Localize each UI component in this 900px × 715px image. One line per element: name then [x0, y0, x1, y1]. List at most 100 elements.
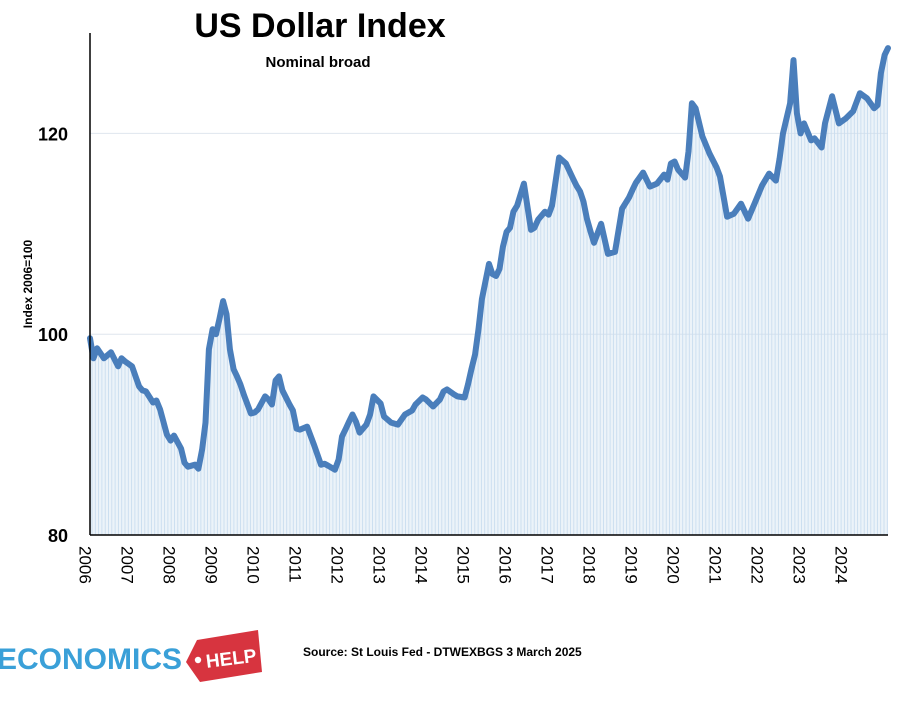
- data-point: [792, 58, 795, 62]
- data-point: [641, 171, 645, 175]
- data-point: [217, 317, 221, 321]
- data-point: [578, 190, 582, 194]
- y-axis-label: Index 2006=100: [21, 239, 35, 328]
- data-point: [330, 466, 333, 470]
- data-point: [333, 468, 337, 472]
- data-point: [830, 94, 834, 98]
- data-point: [249, 412, 253, 415]
- data-point: [438, 398, 442, 401]
- data-point: [851, 109, 855, 113]
- x-tick-label: 2022: [748, 546, 767, 584]
- data-point: [571, 177, 575, 181]
- data-point: [634, 181, 638, 185]
- data-point: [91, 356, 95, 360]
- data-point: [872, 106, 876, 110]
- x-tick-label: 2011: [286, 546, 305, 583]
- data-point: [298, 428, 302, 432]
- data-point: [620, 207, 624, 211]
- data-point: [351, 413, 354, 416]
- x-tick-label: 2008: [160, 546, 179, 584]
- data-point: [253, 411, 257, 414]
- data-point: [193, 463, 197, 467]
- data-point: [673, 160, 677, 163]
- data-point: [669, 162, 673, 165]
- data-point: [781, 131, 785, 135]
- data-point: [214, 332, 218, 336]
- data-point: [172, 434, 176, 438]
- data-point: [414, 403, 417, 406]
- data-point: [802, 121, 806, 125]
- data-point: [179, 447, 183, 451]
- data-point: [508, 226, 512, 230]
- data-point: [274, 378, 278, 382]
- chart-subtitle: Nominal broad: [265, 54, 370, 71]
- data-point: [655, 182, 659, 186]
- data-point: [725, 215, 729, 219]
- logo-tag-hole-icon: [194, 656, 202, 664]
- data-point: [263, 394, 267, 398]
- data-point: [788, 101, 792, 105]
- data-point: [364, 423, 368, 427]
- data-point: [319, 463, 323, 467]
- data-point: [732, 212, 736, 216]
- data-point: [753, 201, 757, 205]
- data-point: [267, 398, 270, 401]
- data-point: [232, 367, 236, 371]
- data-point: [305, 425, 309, 429]
- data-point: [102, 356, 106, 360]
- data-point: [270, 403, 274, 406]
- data-point: [228, 347, 232, 351]
- data-point: [536, 218, 540, 222]
- data-point: [403, 413, 407, 416]
- data-point: [648, 185, 652, 189]
- x-tick-label: 2018: [580, 546, 599, 584]
- y-tick-labels: 80 100 120: [38, 124, 68, 546]
- data-point: [204, 421, 207, 425]
- data-point: [235, 374, 239, 378]
- data-point: [207, 347, 211, 351]
- y-tick-label: 100: [38, 325, 68, 345]
- data-point: [288, 403, 291, 406]
- data-point: [683, 176, 687, 180]
- data-point: [109, 350, 113, 354]
- data-point: [564, 162, 568, 165]
- data-point: [165, 433, 169, 437]
- data-point: [473, 352, 477, 356]
- data-point: [613, 250, 617, 254]
- data-point: [469, 367, 473, 371]
- data-point: [820, 146, 824, 149]
- data-point: [225, 312, 228, 316]
- data-point: [501, 245, 505, 249]
- data-point: [592, 241, 596, 245]
- x-tick-labels: 2006 2007 2008 2009 2010 2011 2012 2013 2014 2015…: [76, 546, 851, 584]
- data-point: [631, 188, 635, 192]
- data-point: [151, 401, 155, 404]
- data-point: [379, 402, 383, 405]
- data-point: [463, 396, 467, 399]
- data-point: [774, 179, 778, 183]
- data-point: [442, 389, 446, 393]
- data-point: [582, 200, 585, 204]
- data-point: [550, 204, 554, 208]
- data-point: [242, 393, 246, 397]
- data-point: [211, 327, 215, 331]
- data-point: [529, 228, 533, 232]
- data-point: [312, 443, 316, 447]
- data-point: [277, 374, 281, 378]
- data-point: [813, 136, 816, 140]
- data-point: [322, 462, 326, 466]
- data-point: [421, 396, 425, 399]
- data-point: [708, 152, 711, 155]
- data-point: [368, 413, 372, 416]
- logo-text: ECONOMICS: [0, 643, 182, 676]
- x-tick-label: 2021: [706, 546, 725, 584]
- data-point: [585, 217, 589, 221]
- y-tick-label: 120: [38, 124, 68, 144]
- data-point: [477, 327, 480, 331]
- data-point: [715, 166, 719, 169]
- data-point: [158, 408, 162, 411]
- data-point: [169, 439, 173, 443]
- data-point: [543, 210, 547, 214]
- data-point: [574, 184, 578, 188]
